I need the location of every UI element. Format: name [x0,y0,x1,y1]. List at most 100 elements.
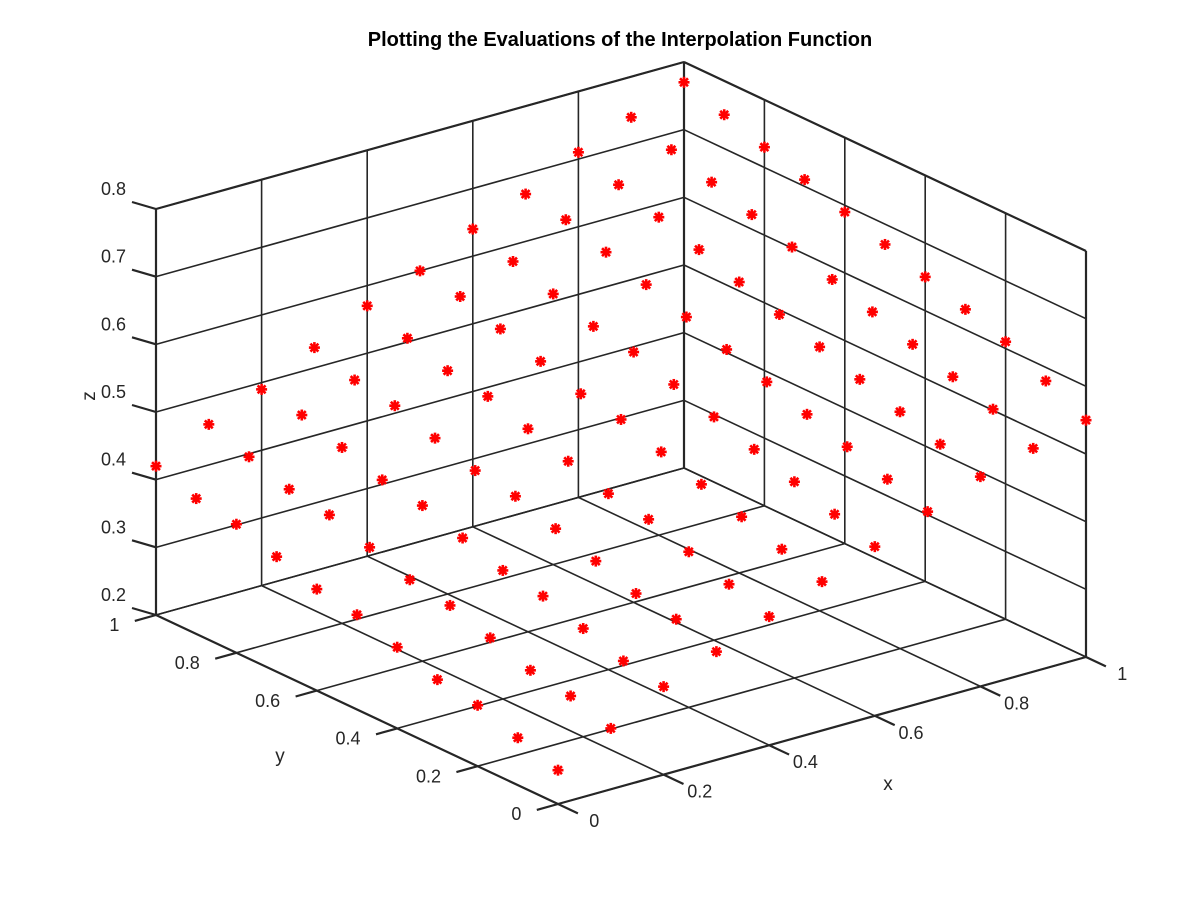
top-left-frame-edge [155,60,685,211]
point-marker-stroke [839,207,850,217]
y-tick-label-3: 0.6 [255,691,280,711]
point-marker-stroke [679,77,689,88]
point-marker-stroke [565,691,576,701]
point-marker-stroke [960,304,971,315]
point-marker-stroke [535,356,546,367]
data-point [668,378,680,390]
data-point [391,641,403,653]
data-point [271,551,283,563]
point-marker-stroke [244,451,254,462]
data-point [416,500,428,512]
data-point [733,276,745,288]
point-marker-stroke [761,377,772,387]
right-wall-horizontal-0 [683,467,1087,658]
point-marker-stroke [759,142,770,153]
data-point [190,493,202,505]
data-point [494,323,506,335]
left-wall-horizontal-0 [155,467,685,616]
data-point [560,214,572,226]
x-axis-line [557,655,1087,806]
point-marker-stroke [601,247,611,258]
point-marker-stroke [975,471,986,482]
point-marker-stroke [658,681,669,692]
point-marker-stroke [653,212,664,223]
point-marker-stroke [711,646,722,657]
data-point [550,523,562,535]
point-marker-stroke [626,112,637,123]
data-point [922,506,934,518]
point-marker-stroke [404,574,415,585]
data-point [507,256,519,267]
data-point [444,599,456,611]
data-point [351,609,363,621]
data-point [509,490,521,502]
data-point [801,408,813,420]
point-marker-stroke [389,400,400,411]
point-marker-stroke [681,312,692,322]
point-marker-stroke [799,174,810,185]
point-marker-stroke [523,423,533,434]
point-marker-stroke [563,456,574,467]
data-point [575,388,587,400]
point-marker-stroke [151,461,161,472]
point-marker-stroke [485,632,496,643]
y-tick-mark-3 [295,689,318,698]
z-tick-label-4: 0.6 [101,314,126,334]
point-marker-stroke [284,484,295,495]
data-point [788,476,800,488]
x-tick-label-2: 0.4 [793,752,818,772]
data-point [839,206,851,218]
point-marker-stroke [988,404,998,415]
x-tick-label-5: 1 [1117,664,1127,684]
point-marker-stroke [256,384,267,395]
data-point [520,188,532,200]
y-axis-label: y [275,746,285,767]
data-point [431,674,443,686]
tick-labels: 0 0.2 0.4 0.6 0.8 1 0 0.2 0.4 0.6 0.8 1 0.2 0.3 0.4 0.5… [101,179,1127,831]
data-point [761,376,773,388]
x-tick-label-0: 0 [589,811,599,831]
data-point [799,174,811,186]
data-point [442,365,454,377]
data-point [484,632,496,644]
point-marker-stroke [709,412,719,422]
point-marker-stroke [311,584,322,594]
point-marker-stroke [817,576,827,587]
point-marker-stroke [641,279,652,290]
point-marker-stroke [628,347,639,357]
data-point [401,332,413,344]
data-point [736,511,748,523]
data-point [678,76,690,88]
x-axis-label: x [883,774,893,795]
point-marker-stroke [271,551,282,562]
data-point [467,223,479,235]
point-marker-stroke [362,300,373,311]
point-marker-stroke [643,514,654,525]
data-point [866,306,878,318]
data-point [613,179,625,191]
data-point [256,383,268,395]
right-wall-horizontal-5 [683,128,1087,320]
data-point [786,241,798,253]
data-point [826,273,838,285]
data-point [615,413,627,425]
data-point [150,460,162,472]
floor-gridline-y-3 [316,542,846,692]
data-point [308,342,320,354]
x-tick-label-1: 0.2 [687,782,712,802]
data-point [628,346,640,358]
point-marker-stroke [432,674,443,685]
z-axis-label: z [79,391,100,401]
point-marker-stroke [666,144,677,155]
point-marker-stroke [631,588,641,599]
data-point [879,238,891,250]
point-marker-stroke [455,291,466,302]
point-marker-stroke [402,333,413,344]
point-marker-stroke [842,441,853,452]
data-point [577,623,589,635]
data-point [587,320,599,332]
point-marker-stroke [935,439,946,450]
data-point [524,664,536,676]
data-point [243,451,255,463]
data-point [693,244,705,256]
